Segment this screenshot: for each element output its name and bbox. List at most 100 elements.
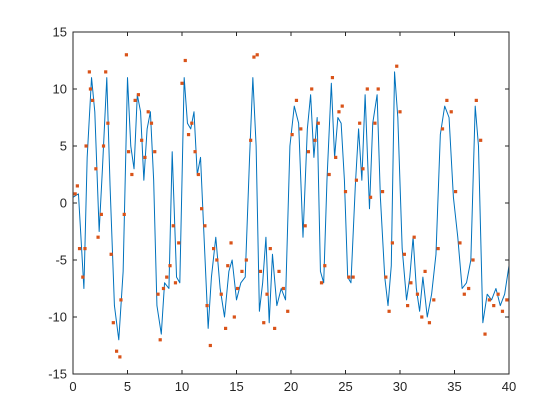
data-point xyxy=(281,286,285,291)
data-point xyxy=(368,195,373,199)
data-point xyxy=(91,98,95,102)
data-point xyxy=(323,264,327,268)
data-point xyxy=(316,121,320,125)
data-point xyxy=(436,247,440,251)
data-point xyxy=(87,70,91,74)
data-point xyxy=(101,144,106,148)
series-line xyxy=(72,71,510,341)
data-point xyxy=(96,235,100,239)
data-point xyxy=(505,298,509,302)
data-point xyxy=(306,150,311,154)
data-point xyxy=(500,309,505,313)
data-point xyxy=(149,121,154,125)
x-tick-label: 10 xyxy=(175,379,189,394)
data-point xyxy=(161,286,166,291)
y-tick-label: 15 xyxy=(53,25,67,40)
data-point xyxy=(133,98,137,102)
data-point xyxy=(412,235,416,239)
data-point xyxy=(277,269,281,273)
x-tick-label: 0 xyxy=(69,379,76,394)
data-point xyxy=(143,155,147,159)
x-tick-label: 5 xyxy=(124,379,131,394)
data-point xyxy=(249,138,253,142)
data-point xyxy=(380,190,385,194)
data-point xyxy=(445,98,449,102)
data-point xyxy=(122,212,126,216)
x-tick-label: 15 xyxy=(229,379,243,394)
data-point xyxy=(299,127,303,131)
data-point xyxy=(432,298,436,302)
data-point xyxy=(268,247,272,251)
data-point xyxy=(119,298,123,302)
data-point xyxy=(124,53,129,57)
data-point xyxy=(115,349,119,353)
data-point xyxy=(406,304,410,308)
data-point xyxy=(158,338,162,342)
data-point xyxy=(471,258,475,262)
data-point xyxy=(262,321,266,325)
data-point xyxy=(440,127,445,131)
data-point xyxy=(180,81,184,85)
data-point xyxy=(156,292,160,296)
data-point xyxy=(200,207,204,211)
data-point xyxy=(171,224,175,228)
data-point xyxy=(496,292,500,296)
data-point xyxy=(351,275,355,279)
data-point xyxy=(354,178,358,182)
data-point xyxy=(84,144,88,148)
data-point xyxy=(73,192,77,196)
data-point xyxy=(373,121,377,125)
data-point xyxy=(265,292,269,296)
data-point xyxy=(483,332,487,336)
data-point xyxy=(294,98,299,102)
data-point xyxy=(77,247,82,251)
data-point xyxy=(183,58,187,63)
data-point xyxy=(244,258,248,262)
data-point xyxy=(94,167,98,171)
data-point xyxy=(286,309,290,313)
data-point xyxy=(395,64,399,68)
data-point xyxy=(303,224,307,228)
x-tick-label: 30 xyxy=(393,379,407,394)
x-tick-label: 35 xyxy=(447,379,461,394)
data-point xyxy=(126,150,131,154)
x-tick-label: 20 xyxy=(284,379,298,394)
data-point xyxy=(347,275,351,279)
data-point xyxy=(88,87,93,91)
series-layer xyxy=(72,53,510,359)
data-point xyxy=(205,304,209,308)
data-point xyxy=(479,138,483,142)
data-point xyxy=(104,70,108,74)
data-point xyxy=(165,275,169,279)
data-point xyxy=(99,212,103,216)
data-point xyxy=(140,138,144,142)
data-point xyxy=(402,252,406,256)
data-point xyxy=(224,326,228,330)
plot-area xyxy=(73,32,509,374)
data-point xyxy=(255,53,259,57)
data-point xyxy=(226,264,230,268)
data-point xyxy=(153,150,157,154)
data-point xyxy=(384,275,388,279)
data-point xyxy=(319,281,324,285)
data-point xyxy=(492,304,496,308)
data-point xyxy=(168,264,172,268)
data-point xyxy=(196,172,200,177)
x-axis-ticks: 0 5 10 15 20 25 30 35 40 xyxy=(69,32,516,394)
data-point xyxy=(130,172,134,177)
data-point xyxy=(106,121,110,125)
data-point xyxy=(83,247,87,251)
data-point xyxy=(337,110,341,114)
data-point xyxy=(109,252,113,256)
y-tick-label: -10 xyxy=(48,310,67,325)
data-point xyxy=(334,155,338,159)
y-tick-label: -5 xyxy=(55,253,67,268)
data-point xyxy=(453,190,458,194)
data-point xyxy=(215,258,219,262)
data-point xyxy=(232,315,236,319)
data-point xyxy=(136,93,140,97)
data-point xyxy=(75,184,79,188)
data-point xyxy=(177,241,181,245)
data-point xyxy=(376,87,380,91)
